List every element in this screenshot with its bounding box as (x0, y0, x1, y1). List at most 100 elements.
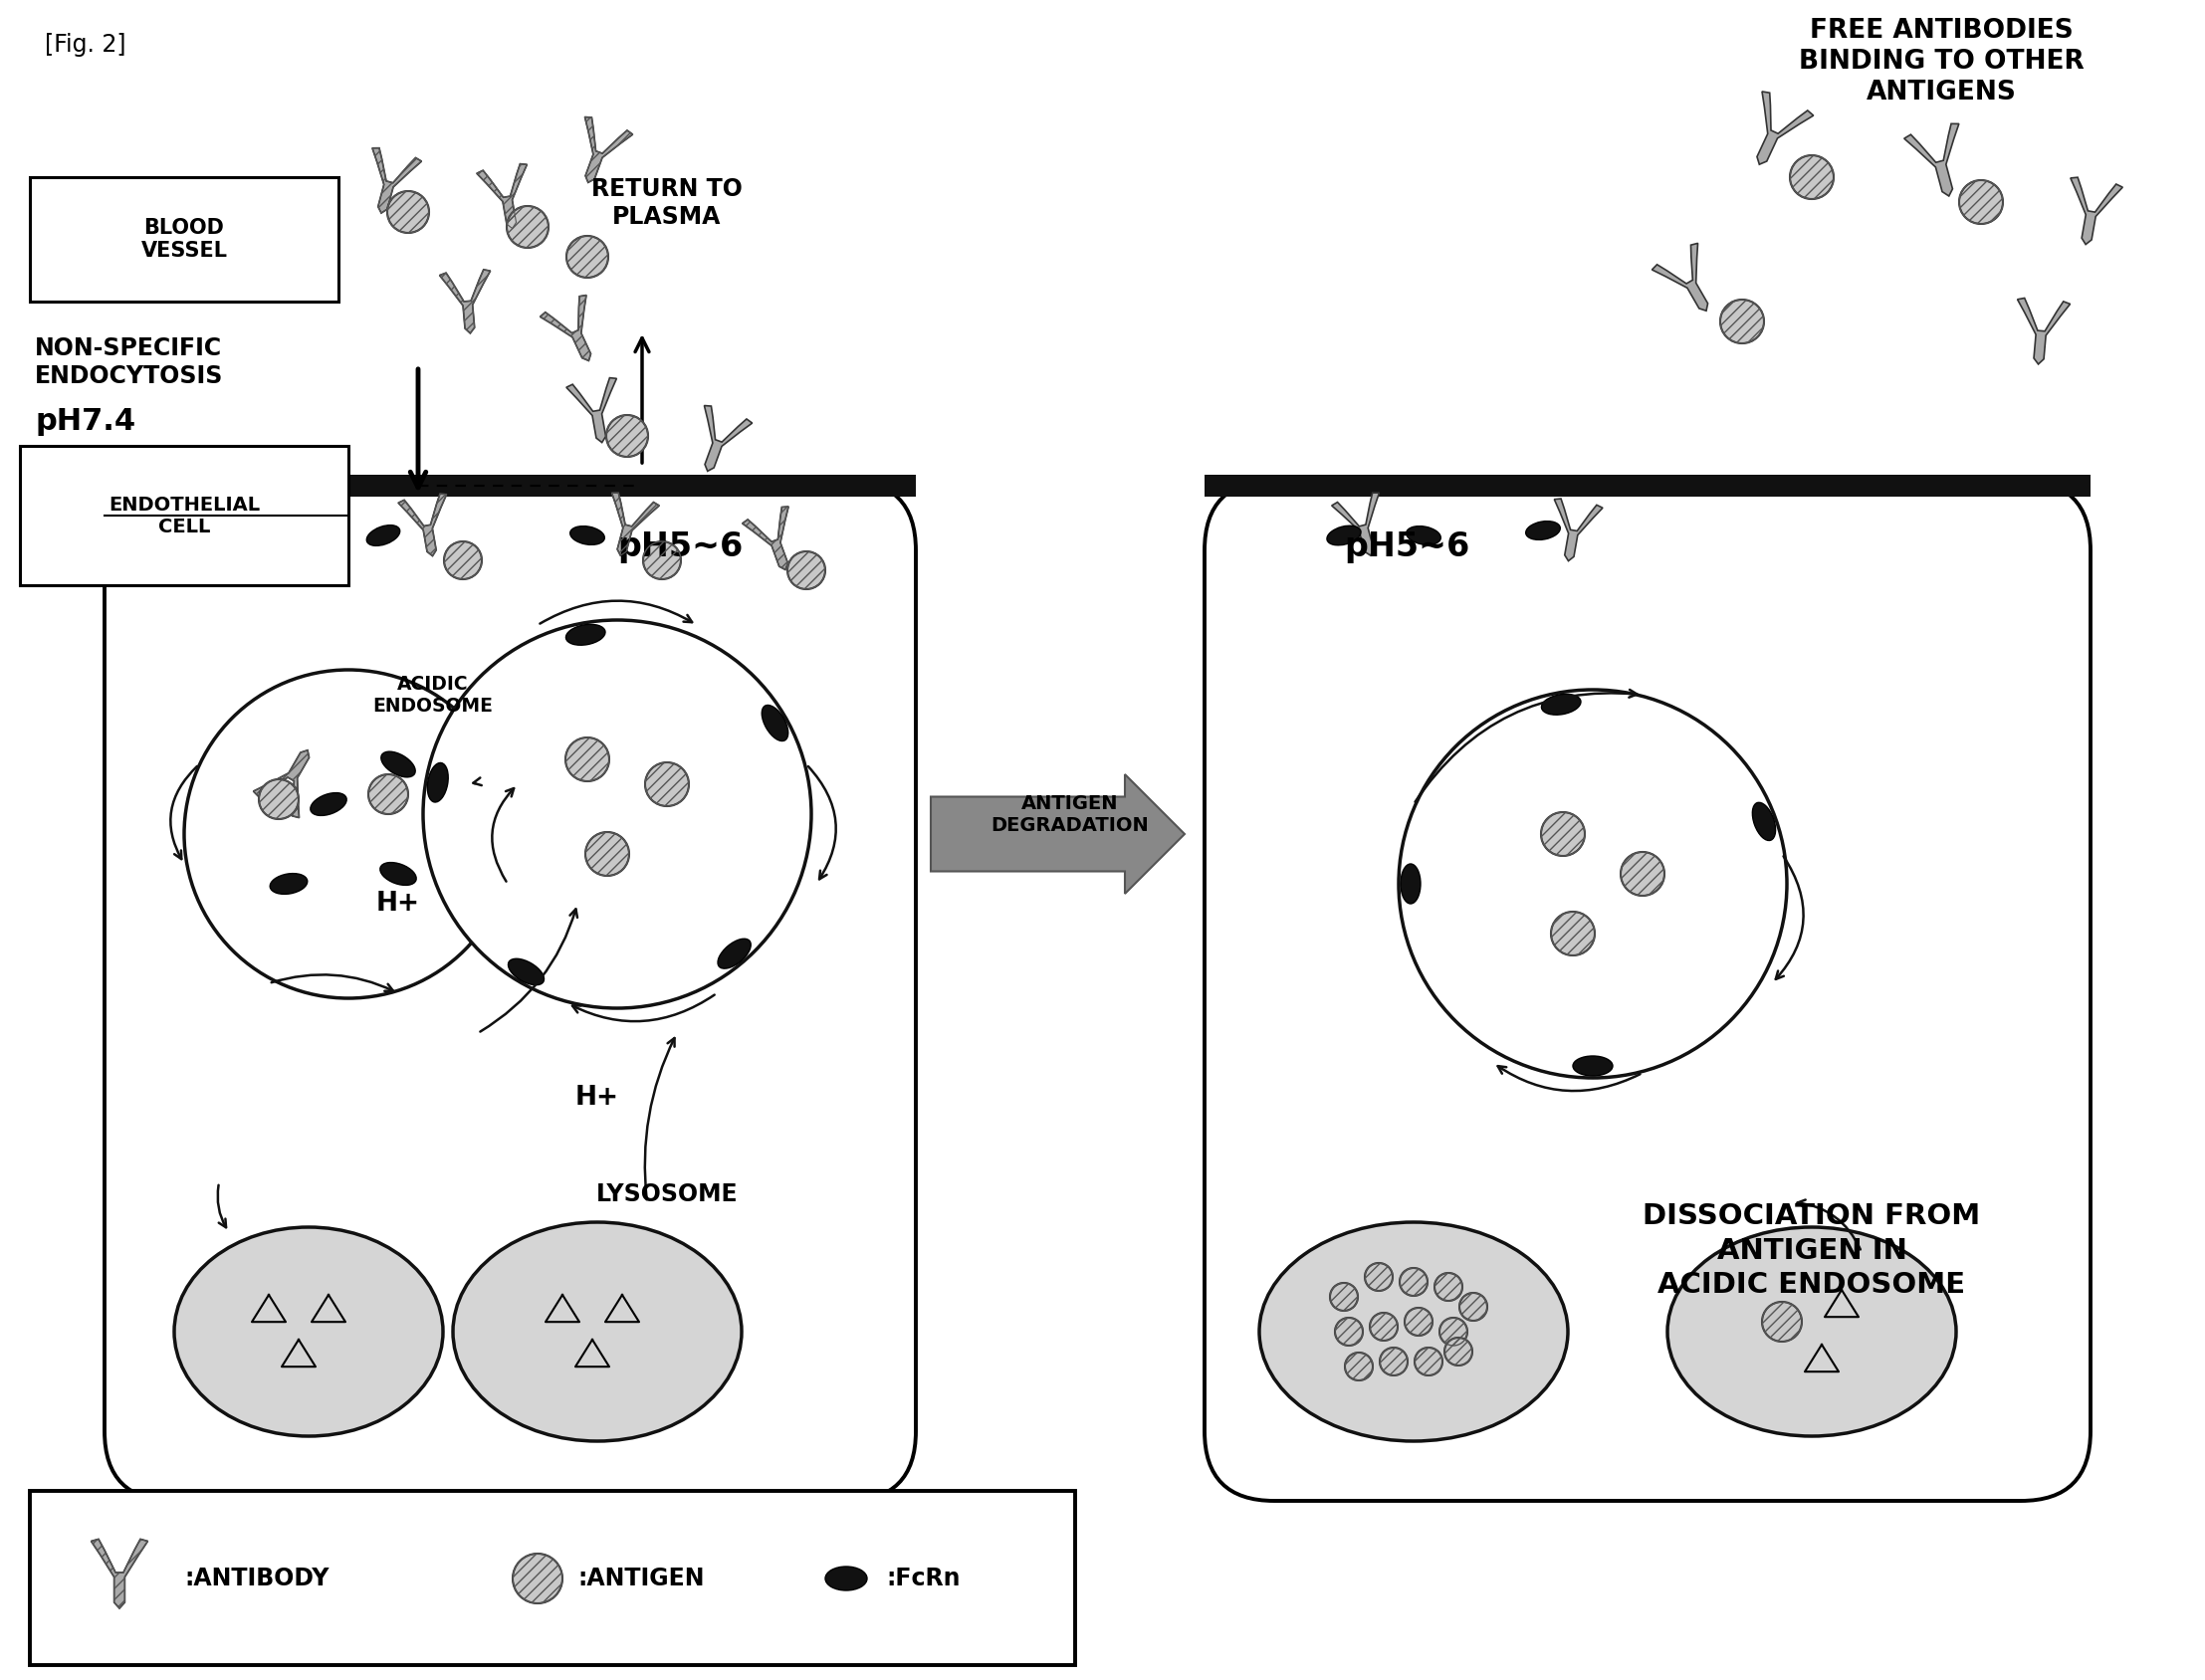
Text: DISSOCIATION FROM
ANTIGEN IN
ACIDIC ENDOSOME: DISSOCIATION FROM ANTIGEN IN ACIDIC ENDO… (1643, 1203, 1980, 1299)
Polygon shape (254, 751, 309, 818)
Polygon shape (243, 197, 291, 262)
Circle shape (1762, 1302, 1801, 1342)
Circle shape (1330, 1284, 1358, 1310)
Polygon shape (584, 118, 633, 183)
Text: FREE ANTIBODIES
BINDING TO OTHER
ANTIGENS: FREE ANTIBODIES BINDING TO OTHER ANTIGEN… (1799, 18, 2084, 106)
Polygon shape (1332, 492, 1378, 556)
Bar (104, 475, 915, 497)
Circle shape (564, 738, 609, 781)
Circle shape (1550, 912, 1594, 956)
Circle shape (1345, 1352, 1374, 1381)
Ellipse shape (1327, 526, 1360, 546)
Ellipse shape (1407, 526, 1440, 544)
Text: :ANTIGEN: :ANTIGEN (578, 1566, 703, 1591)
Polygon shape (439, 269, 490, 333)
Polygon shape (1652, 244, 1709, 311)
Text: RETURN TO
PLASMA: RETURN TO PLASMA (591, 176, 743, 228)
Ellipse shape (571, 526, 604, 544)
Polygon shape (611, 492, 659, 556)
Circle shape (1334, 1317, 1363, 1346)
Ellipse shape (428, 763, 448, 801)
Circle shape (787, 551, 825, 590)
Text: H+: H+ (377, 890, 421, 917)
Circle shape (1398, 690, 1786, 1079)
Polygon shape (2018, 297, 2070, 365)
Ellipse shape (825, 1566, 867, 1591)
Circle shape (584, 832, 628, 875)
FancyArrow shape (931, 774, 1184, 894)
Polygon shape (743, 507, 789, 570)
Circle shape (388, 192, 430, 234)
Bar (31, 176, 337, 302)
Polygon shape (540, 296, 591, 361)
FancyBboxPatch shape (104, 480, 915, 1500)
Text: pH5~6: pH5~6 (617, 531, 743, 563)
Text: ACIDIC
ENDOSOME: ACIDIC ENDOSOME (373, 675, 494, 716)
Circle shape (287, 240, 329, 282)
Text: :FcRn: :FcRn (886, 1566, 959, 1591)
Polygon shape (567, 378, 617, 442)
Ellipse shape (269, 874, 306, 894)
Circle shape (1460, 1294, 1486, 1320)
Polygon shape (2070, 178, 2123, 244)
Circle shape (1365, 1263, 1394, 1290)
Ellipse shape (379, 862, 417, 885)
Ellipse shape (567, 625, 604, 645)
Ellipse shape (1526, 521, 1561, 539)
Polygon shape (703, 405, 752, 470)
Polygon shape (476, 165, 527, 228)
Ellipse shape (1400, 864, 1420, 904)
Ellipse shape (1753, 803, 1775, 840)
Polygon shape (90, 1539, 148, 1608)
Circle shape (423, 620, 811, 1008)
Bar (1204, 475, 2090, 497)
Circle shape (644, 541, 681, 580)
Text: H+: H+ (576, 1085, 620, 1110)
Text: NON-SPECIFIC
ENDOCYTOSIS: NON-SPECIFIC ENDOCYTOSIS (35, 336, 223, 388)
Circle shape (1380, 1347, 1407, 1376)
Ellipse shape (761, 706, 787, 741)
Circle shape (1369, 1312, 1398, 1341)
Circle shape (646, 763, 688, 806)
Ellipse shape (452, 1221, 741, 1441)
Text: pH7.4: pH7.4 (35, 407, 135, 435)
Circle shape (1541, 811, 1585, 855)
Ellipse shape (1572, 1057, 1612, 1075)
Ellipse shape (174, 1226, 443, 1436)
Polygon shape (1555, 499, 1603, 561)
Bar (31, 1490, 1076, 1665)
Circle shape (1444, 1337, 1473, 1366)
Circle shape (514, 1554, 562, 1603)
Ellipse shape (1259, 1221, 1568, 1441)
Text: ENDOTHELIAL
CELL: ENDOTHELIAL CELL (108, 496, 260, 536)
Text: pH5~6: pH5~6 (1343, 531, 1469, 563)
Circle shape (567, 235, 609, 277)
Circle shape (1621, 852, 1665, 895)
Circle shape (1720, 299, 1764, 343)
Polygon shape (1905, 124, 1958, 197)
Ellipse shape (719, 939, 752, 969)
Polygon shape (399, 494, 448, 556)
Text: [Fig. 2]: [Fig. 2] (44, 34, 126, 57)
Ellipse shape (381, 751, 415, 778)
Circle shape (185, 670, 514, 998)
Circle shape (368, 774, 408, 815)
Polygon shape (1757, 91, 1813, 165)
Text: BLOOD
VESSEL: BLOOD VESSEL (141, 218, 227, 260)
Circle shape (1405, 1307, 1433, 1336)
Polygon shape (373, 148, 421, 213)
Bar (20, 445, 348, 585)
FancyBboxPatch shape (1204, 480, 2090, 1500)
Circle shape (606, 415, 648, 457)
Ellipse shape (366, 526, 399, 546)
Circle shape (1416, 1347, 1442, 1376)
Text: ANTIGEN
DEGRADATION: ANTIGEN DEGRADATION (990, 793, 1149, 835)
Ellipse shape (1541, 694, 1581, 714)
Circle shape (443, 541, 483, 580)
Text: LYSOSOME: LYSOSOME (595, 1183, 739, 1206)
Circle shape (507, 207, 549, 249)
Circle shape (1435, 1273, 1462, 1300)
Circle shape (1440, 1317, 1466, 1346)
Circle shape (1958, 180, 2002, 223)
Text: :ANTIBODY: :ANTIBODY (185, 1566, 329, 1591)
